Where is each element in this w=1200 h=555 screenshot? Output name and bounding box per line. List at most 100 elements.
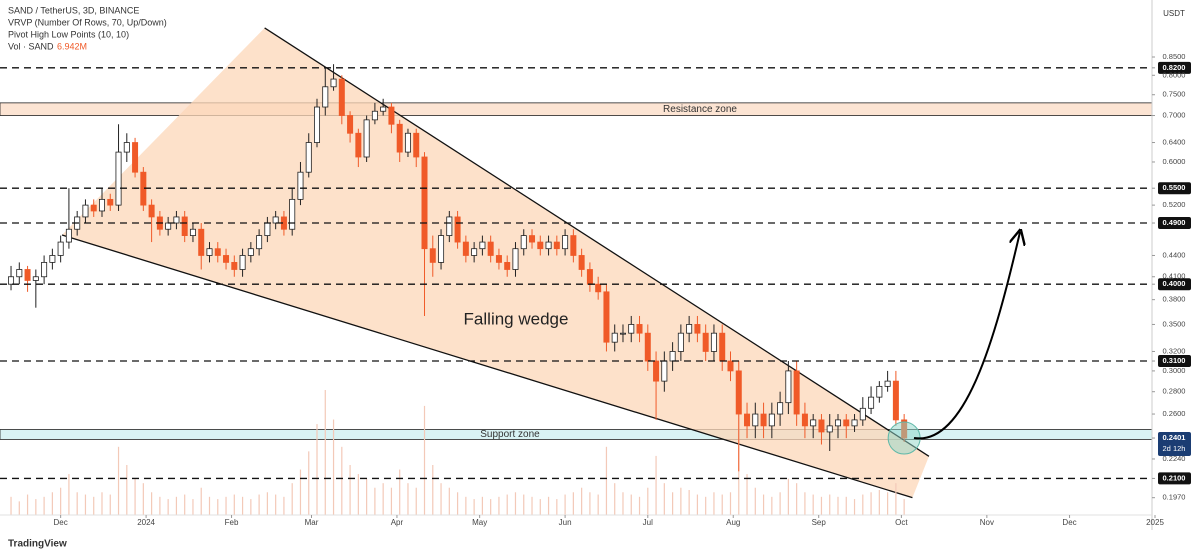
candle-body [363, 119, 370, 158]
zone [0, 429, 1153, 440]
volume-bar [647, 487, 649, 515]
candle-body [132, 142, 139, 173]
volume-bar [622, 492, 624, 515]
volume-bar [283, 496, 285, 515]
candle-body [239, 255, 246, 270]
candle-body [529, 235, 536, 243]
volume-bar [423, 405, 426, 515]
candle-body [661, 360, 668, 382]
candle-body [462, 241, 469, 256]
volume-bar [200, 487, 202, 515]
volume-bar [299, 469, 302, 515]
volume-bar [324, 390, 326, 515]
zone-label: Support zone [480, 429, 540, 440]
volume-bar [845, 496, 847, 515]
candle-body [562, 235, 569, 250]
volume-bar [829, 494, 831, 515]
volume-bar [465, 496, 467, 515]
volume-bar [159, 496, 161, 515]
volume-bar [225, 496, 227, 515]
y-tick-label: 0.3500 [1163, 319, 1186, 328]
candle-body [892, 380, 899, 421]
volume-bar [390, 487, 393, 515]
y-tick-label: 0.6400 [1163, 138, 1186, 147]
y-tick-label: 0.2100 [1163, 473, 1186, 482]
x-tick-label: Aug [726, 518, 740, 527]
y-tick-label: 0.2401 [1163, 433, 1186, 442]
candle-body [289, 198, 296, 230]
y-tick-label: 0.4900 [1163, 218, 1186, 227]
volume-bar [870, 492, 872, 515]
volume-bar [820, 496, 823, 515]
candle-body [868, 396, 875, 409]
volume-bar [655, 455, 657, 515]
candle-body [603, 291, 610, 343]
price-badge [1158, 61, 1191, 74]
candle-body [388, 106, 395, 125]
currency: USDT [1163, 9, 1185, 18]
candle-body [264, 222, 271, 236]
candle-body [760, 413, 767, 427]
volume-bar [853, 499, 856, 515]
y-tick-label: 0.7000 [1163, 111, 1186, 120]
volume-bar [117, 446, 120, 515]
volume-value: 6.942M [57, 41, 87, 51]
candle-body [396, 123, 403, 153]
candle-body [380, 106, 387, 112]
volume-bar [432, 465, 434, 515]
candle-body [768, 413, 775, 427]
zone [0, 102, 1153, 116]
candle-body [371, 110, 378, 121]
candle-body [801, 413, 808, 427]
volume-bar [241, 496, 244, 515]
candle-body [57, 241, 64, 256]
indicator: Pivot High Low Points (10, 10) [8, 29, 129, 39]
candle-body [669, 351, 676, 362]
volume-bar [399, 469, 401, 515]
x-tick-label: 2024 [137, 518, 155, 527]
volume-bar [275, 494, 277, 515]
candle-body [24, 269, 31, 281]
candle-body [330, 78, 337, 88]
x-tick-label: Jul [643, 518, 653, 527]
candle-body [181, 216, 188, 236]
candle-body [41, 261, 48, 278]
volume-bar [366, 478, 368, 515]
volume-bar [878, 490, 880, 515]
price-badge [1158, 432, 1191, 457]
candle-body [810, 419, 817, 427]
volume-bar [233, 494, 235, 515]
volume-bar [175, 496, 178, 515]
candle-body [98, 198, 105, 212]
candle-body [834, 419, 841, 427]
volume-bar [250, 499, 252, 515]
candle-body [619, 332, 626, 335]
volume-bar [663, 483, 665, 515]
price-badge [1158, 217, 1191, 230]
candle-body [686, 324, 693, 334]
candle-body [314, 106, 321, 143]
y-tick-label: 0.5200 [1163, 200, 1186, 209]
x-tick-label: Nov [980, 518, 994, 527]
volume-bar [762, 494, 765, 515]
candle-body [586, 269, 593, 285]
y-tick-label: 0.2800 [1163, 387, 1186, 396]
candle-body [165, 222, 172, 230]
candle-body [851, 419, 858, 427]
y-tick-label: 0.3100 [1163, 356, 1186, 365]
x-tick-label: Dec [1062, 518, 1076, 527]
candle-body [818, 419, 825, 433]
candle-body [16, 269, 23, 278]
volume-bar [26, 494, 29, 515]
volume-bar [514, 492, 517, 515]
candle-body [272, 216, 279, 224]
x-tick-label: Apr [391, 518, 404, 527]
volume-bar [109, 494, 111, 515]
breakout-arrow [913, 232, 1020, 440]
candle-body [644, 332, 651, 362]
candle-body [438, 235, 445, 263]
candle-body [611, 332, 618, 343]
chart-title: SAND / TetherUS, 3D, BINANCE [8, 5, 139, 15]
candle-body [595, 283, 602, 293]
candle-body [752, 413, 759, 427]
